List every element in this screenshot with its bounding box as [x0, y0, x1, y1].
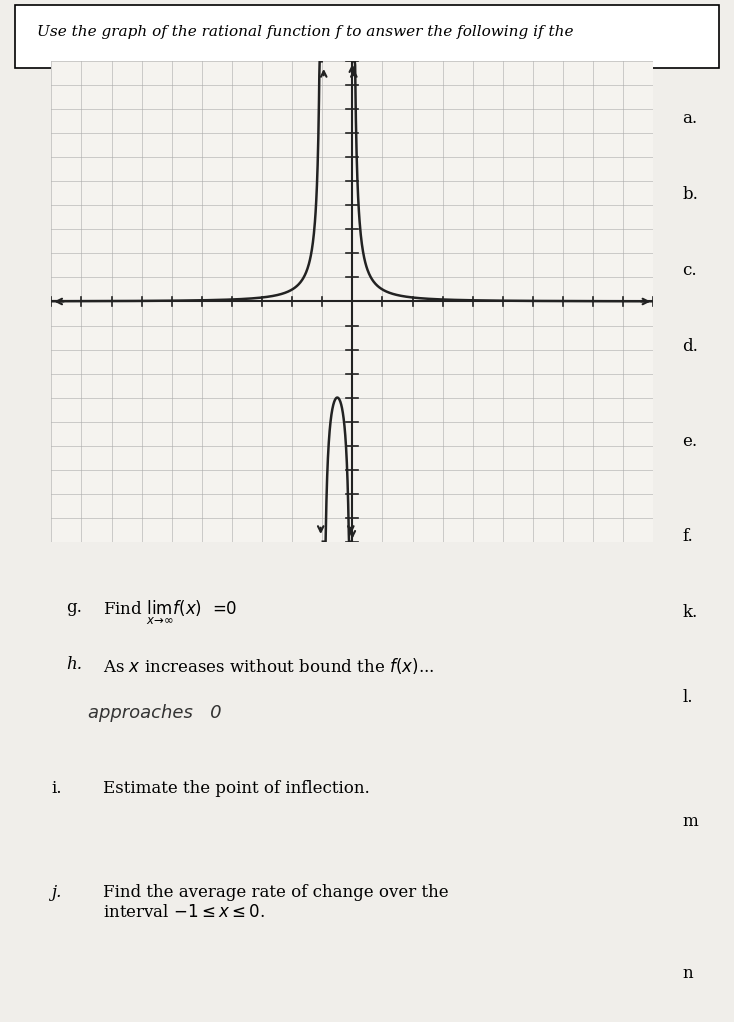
Text: g.: g. [66, 599, 82, 616]
Text: d.: d. [683, 337, 699, 355]
Text: l.: l. [683, 689, 693, 706]
Text: c.: c. [683, 262, 697, 279]
Text: a.: a. [683, 109, 698, 127]
Text: h.: h. [66, 656, 82, 673]
Text: Estimate the point of inflection.: Estimate the point of inflection. [103, 780, 369, 796]
Text: Find $\lim_{x\to \infty} f(x)$  $= 0$: Find $\lim_{x\to \infty} f(x)$ $= 0$ [103, 599, 237, 628]
Text: k.: k. [683, 604, 698, 620]
Text: b.: b. [683, 186, 699, 202]
Text: m: m [683, 812, 698, 830]
Text: Use the graph of the rational function f to answer the following if the: Use the graph of the rational function f… [37, 26, 573, 39]
Text: n: n [683, 965, 693, 982]
Bar [15, 5, 719, 67]
Text: As $x$ increases without bound the $f(x)$...: As $x$ increases without bound the $f(x)… [103, 656, 434, 677]
Text: j.: j. [51, 884, 62, 901]
Text: approaches   0: approaches 0 [88, 703, 222, 722]
Text: 12.: 12. [51, 109, 78, 127]
Text: i.: i. [51, 780, 62, 796]
Text: Find the average rate of change over the
interval $-1 \leq x \leq 0$.: Find the average rate of change over the… [103, 884, 448, 921]
Text: f.: f. [683, 527, 694, 545]
Text: e.: e. [683, 432, 698, 450]
